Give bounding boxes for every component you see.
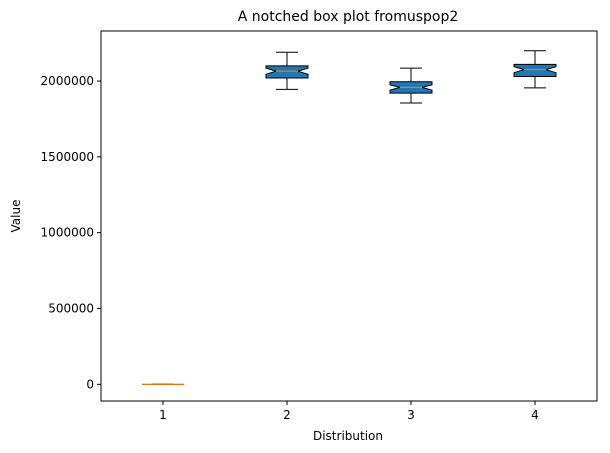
x-tick-label: 4 bbox=[531, 408, 539, 422]
y-tick-label: 1500000 bbox=[41, 150, 94, 164]
notched-box bbox=[513, 63, 557, 77]
y-tick-label: 500000 bbox=[48, 302, 94, 316]
x-axis-label: Distribution bbox=[313, 429, 383, 443]
box-3 bbox=[389, 67, 433, 104]
box-4 bbox=[513, 50, 557, 89]
plot-area bbox=[142, 50, 557, 385]
notched-box bbox=[265, 65, 309, 79]
y-tick-label: 1000000 bbox=[41, 226, 94, 240]
x-tick-label: 2 bbox=[283, 408, 291, 422]
y-axis-label: Value bbox=[9, 200, 23, 233]
box-2 bbox=[265, 51, 309, 90]
x-tick-label: 3 bbox=[407, 408, 415, 422]
y-tick-label: 0 bbox=[86, 377, 94, 391]
x-tick-label: 1 bbox=[159, 408, 167, 422]
axes-frame bbox=[100, 30, 598, 402]
chart-title: A notched box plot fromuspop2 bbox=[238, 9, 459, 25]
y-tick-label: 2000000 bbox=[41, 74, 94, 88]
